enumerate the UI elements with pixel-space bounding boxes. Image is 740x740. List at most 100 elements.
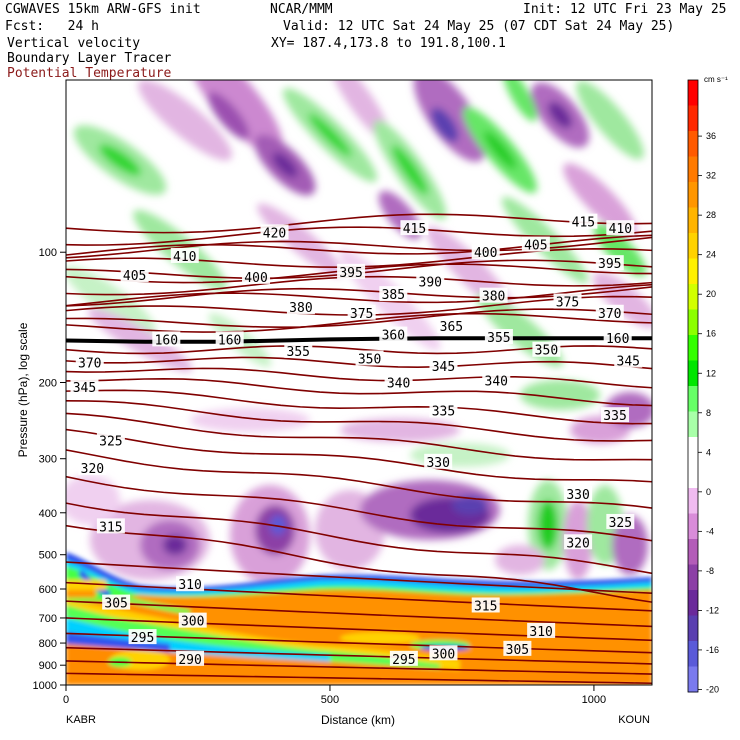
colorbar-swatch	[688, 258, 698, 285]
theta-contour-label: 345	[432, 360, 455, 375]
theta-contour-label: 350	[358, 352, 381, 367]
theta-contour-label-bg	[400, 220, 429, 236]
colorbar-swatch	[688, 386, 698, 412]
theta-contour-label: 310	[529, 625, 552, 640]
colorbar-tick-label: 0	[706, 487, 711, 497]
theta-contour-label-bg	[532, 341, 561, 357]
theta-contour-label-bg	[96, 518, 125, 534]
theta-contour-label: 330	[566, 488, 589, 503]
tropopause-contour-label: 160	[218, 333, 241, 348]
theta-contour-label: 340	[485, 375, 508, 390]
colorbar-tick-label: 24	[706, 250, 716, 260]
field-vertical-velocity: Vertical velocity	[7, 36, 141, 51]
colorbar-tick-label: 28	[706, 210, 716, 220]
theta-contour-label-bg	[564, 486, 593, 502]
theta-contour-label: 375	[556, 296, 579, 311]
theta-contour-label: 335	[603, 409, 626, 424]
theta-contour-label-bg	[70, 379, 99, 395]
colorbar-tick-label: -4	[706, 526, 714, 536]
theta-contour-label: 410	[173, 250, 196, 265]
theta-contour-label: 320	[81, 462, 104, 477]
theta-contour-label: 400	[474, 246, 497, 261]
theta-contour-label-bg	[242, 268, 271, 284]
theta-contour-label: 395	[598, 257, 621, 272]
theta-contour-line	[66, 660, 652, 675]
tropopause-contour-label: 160	[155, 333, 178, 348]
theta-contour-line	[66, 524, 652, 603]
theta-contour-line	[66, 389, 652, 425]
theta-contour-line	[66, 449, 652, 509]
colorbar-swatch	[688, 105, 698, 132]
theta-contour-label-bg	[429, 645, 458, 661]
theta-contour-label-bg	[429, 402, 458, 418]
org-label: NCAR/MMM	[270, 2, 333, 17]
theta-contour-label-bg	[120, 267, 149, 283]
theta-contour-label: 345	[73, 381, 96, 396]
theta-contour-label-bg	[260, 224, 289, 240]
forecast-hour: Fcst: 24 h	[5, 19, 99, 34]
tropopause-contour-label-bg	[152, 331, 181, 347]
theta-contour-label-bg	[416, 273, 445, 289]
theta-contour-line	[66, 312, 652, 333]
colorbar-tick-label: 8	[706, 408, 711, 418]
xy-endpoints: XY= 187.4,173.8 to 191.8,100.1	[271, 36, 506, 51]
theta-contour-label: 350	[535, 344, 558, 359]
theta-contour-label: 395	[339, 266, 362, 281]
y-tick-label: 700	[39, 613, 57, 625]
colorbar-tick-label: -12	[706, 605, 719, 615]
theta-contour-label-bg	[284, 342, 313, 358]
x-tick-label: 1000	[582, 694, 606, 706]
colorbar-swatch	[688, 615, 698, 642]
theta-contour-label: 415	[403, 222, 426, 237]
theta-contour-label-bg	[347, 304, 376, 320]
x-tick-label: 0	[63, 694, 69, 706]
colorbar-frame	[687, 79, 699, 693]
theta-contour-line	[66, 600, 652, 628]
theta-contour-line	[66, 226, 652, 246]
theta-contour-line	[66, 561, 652, 595]
x-tick-label: 500	[321, 694, 339, 706]
theta-contour-line	[66, 377, 652, 407]
theta-contour-label-bg	[437, 317, 466, 333]
theta-contour-label: 320	[566, 536, 589, 551]
theta-contour-label: 420	[263, 226, 286, 241]
theta-contour-label: 330	[426, 456, 449, 471]
colorbar-swatch	[688, 539, 698, 565]
colorbar-tick-label: 32	[706, 171, 716, 181]
colorbar-unit: cm s⁻¹	[704, 75, 728, 84]
theta-contour-label: 405	[524, 239, 547, 254]
theta-contour-label: 415	[572, 216, 595, 231]
potential-temperature-labels: 420 415 415 410 410 405 405 400 400 395 395 390 385 3…	[70, 213, 643, 668]
colorbar-legend: cm s⁻¹ 36 32 28 24 20 16 12 8 4 0 -4 -8 -12 -16 -20	[687, 75, 728, 694]
theta-contour-label: 365	[440, 320, 463, 335]
y-tick-label: 900	[39, 660, 57, 672]
colorbar-swatch	[688, 335, 698, 361]
field-potential-temperature: Potential Temperature	[7, 66, 172, 81]
valid-time: Valid: 12 UTC Sat 24 May 25 (07 CDT Sat …	[283, 19, 675, 34]
theta-contour-label-bg	[601, 407, 630, 423]
theta-contour-label-bg	[96, 432, 125, 448]
colorbar-tick-label: 4	[706, 447, 711, 457]
theta-contour-label-bg	[170, 247, 199, 263]
theta-contour-label: 300	[181, 615, 204, 630]
colorbar-swatch	[688, 131, 698, 157]
theta-contour-label-bg	[384, 374, 413, 390]
theta-contour-line	[66, 412, 652, 461]
y-tick-label: 600	[39, 584, 57, 596]
theta-contour-label-bg	[102, 594, 131, 610]
theta-contour-label-bg	[379, 286, 408, 302]
theta-contour-label-bg	[429, 357, 458, 373]
tropopause-contour-label: 160	[606, 332, 629, 347]
theta-contour-label-bg	[176, 576, 205, 592]
colorbar-swatch	[688, 488, 698, 514]
theta-contour-label-bg	[337, 263, 366, 279]
theta-contour-label: 360	[382, 329, 405, 344]
theta-contour-label-bg	[564, 534, 593, 550]
theta-contour-label-bg	[424, 453, 453, 469]
theta-contour-label: 380	[482, 290, 505, 305]
colorbar-swatch	[688, 437, 698, 463]
distance-axis: 0 500 1000 KABR KOUN	[63, 685, 650, 726]
colorbar-swatch	[688, 360, 698, 387]
colorbar-swatch	[688, 641, 698, 667]
